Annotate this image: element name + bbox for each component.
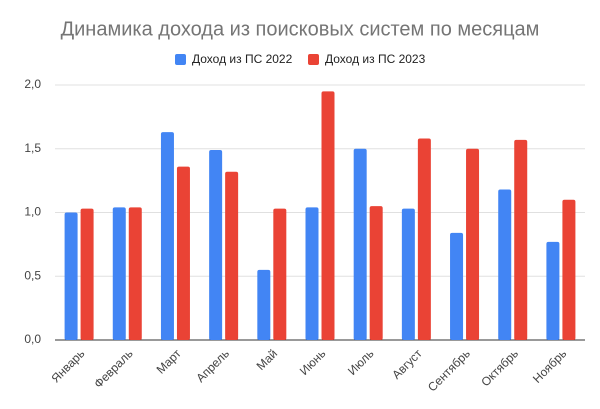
bar bbox=[112, 207, 126, 340]
bar bbox=[514, 139, 528, 340]
bar bbox=[498, 189, 512, 340]
bar bbox=[321, 91, 335, 340]
x-tick-label: Май bbox=[254, 346, 281, 373]
bar bbox=[80, 208, 94, 340]
bar bbox=[401, 208, 415, 340]
x-tick-label: Сентябрь bbox=[425, 346, 473, 394]
x-tick-label: Июнь bbox=[297, 346, 328, 377]
x-tick-label: Октябрь bbox=[478, 346, 521, 389]
legend-label: Доход из ПС 2022 bbox=[192, 52, 293, 66]
legend-swatch bbox=[308, 54, 319, 65]
bar bbox=[353, 148, 367, 340]
bar bbox=[160, 132, 174, 340]
chart-title: Динамика дохода из поисковых систем по м… bbox=[61, 18, 540, 40]
bar bbox=[209, 150, 223, 340]
bar bbox=[128, 207, 142, 340]
bar bbox=[64, 212, 78, 340]
x-tick-label: Август bbox=[389, 346, 425, 382]
x-tick-label: Июль bbox=[345, 346, 377, 378]
bar bbox=[546, 241, 560, 340]
x-tick-label: Ноябрь bbox=[530, 346, 569, 385]
bar bbox=[225, 171, 239, 340]
bar bbox=[257, 269, 271, 340]
bar bbox=[305, 207, 319, 340]
bar bbox=[369, 206, 383, 340]
y-tick-label: 2,0 bbox=[24, 77, 41, 91]
legend-label: Доход из ПС 2023 bbox=[325, 52, 426, 66]
x-tick-label: Январь bbox=[48, 346, 87, 385]
y-tick-label: 0,0 bbox=[24, 332, 41, 346]
bar bbox=[562, 199, 576, 340]
bar bbox=[273, 208, 287, 340]
x-tick-label: Апрель bbox=[193, 346, 232, 385]
y-tick-label: 0,5 bbox=[24, 268, 41, 282]
bar bbox=[417, 138, 431, 340]
y-tick-label: 1,5 bbox=[24, 141, 41, 155]
y-tick-label: 1,0 bbox=[24, 205, 41, 219]
legend-swatch bbox=[175, 54, 186, 65]
x-tick-label: Март bbox=[154, 346, 185, 377]
bar bbox=[176, 166, 190, 340]
x-tick-label: Февраль bbox=[91, 346, 135, 390]
bar bbox=[466, 148, 480, 340]
bar bbox=[450, 232, 464, 340]
